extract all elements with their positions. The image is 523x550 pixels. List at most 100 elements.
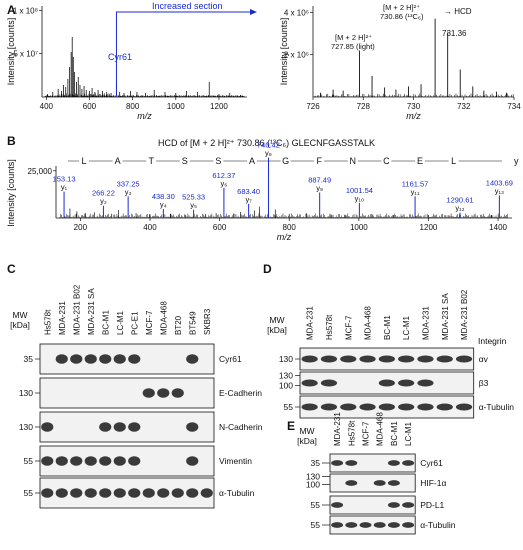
sequence-residue-bg xyxy=(112,155,123,166)
blot-band xyxy=(41,488,54,498)
lane-label: MDA-231 xyxy=(333,412,342,446)
sequence-residue-bg xyxy=(381,155,392,166)
blot-band xyxy=(345,522,358,528)
blot-band xyxy=(359,403,376,411)
blot-band xyxy=(99,354,112,364)
lane-label: BC-M1 xyxy=(383,315,392,340)
blot-row-label: β3 xyxy=(479,378,489,388)
blot-band xyxy=(55,488,68,498)
blot-band xyxy=(340,403,357,411)
x-axis-label: m/z xyxy=(277,232,292,242)
x-tick-label: 726 xyxy=(306,102,320,111)
blot-band xyxy=(436,355,453,363)
mw-label: MW xyxy=(299,426,314,436)
sequence-residue: S xyxy=(215,156,221,166)
sequence-residue-bg xyxy=(314,155,325,166)
blot-band xyxy=(402,460,415,466)
lane-label: MDA-231 xyxy=(58,301,67,335)
blot-band xyxy=(417,403,434,411)
lane-label: MDA-468 xyxy=(364,306,373,340)
blot-band xyxy=(359,355,376,363)
blot-band xyxy=(142,488,155,498)
y-ion-mz-label: 266.22 xyxy=(92,189,115,198)
y-ion-mz-label: 683.40 xyxy=(237,187,260,196)
blot-band xyxy=(157,388,170,398)
blot-band xyxy=(340,355,357,363)
spectrum-title: HCD of [M + 2 H]²⁺ 730.86 (¹³C₆) GLECNFG… xyxy=(158,138,375,148)
lane-label: BC-M1 xyxy=(390,421,399,446)
blot-band xyxy=(373,522,386,528)
y-ion-mz-label: 438.30 xyxy=(152,192,175,201)
blot-band xyxy=(186,354,199,364)
mw-marker-value: 100 xyxy=(306,480,320,490)
blot-band xyxy=(84,456,97,466)
sequence-residue: A xyxy=(115,156,121,166)
mw-marker-value: 130 xyxy=(279,371,293,381)
lane-label: SKBR3 xyxy=(203,308,212,335)
x-tick-label: 732 xyxy=(457,102,471,111)
y-ion-mz-label: 1290.61 xyxy=(446,196,473,205)
blot-band xyxy=(331,522,344,528)
y-axis-label: Intensity [counts] xyxy=(6,18,16,86)
blot-band xyxy=(417,379,434,387)
blot-band xyxy=(171,388,184,398)
x-tick-label: 1000 xyxy=(167,102,185,111)
mw-marker-value: 55 xyxy=(311,500,321,510)
y-tick-label: 25,000 xyxy=(28,167,53,176)
lane-label: MDA-231 B02 xyxy=(72,284,81,335)
sequence-residue-bg xyxy=(179,155,190,166)
blot-band xyxy=(128,456,141,466)
sequence-residue-bg xyxy=(213,155,224,166)
spectrum-noise xyxy=(314,93,514,97)
sequence-residue-bg xyxy=(280,155,291,166)
blot-band xyxy=(99,422,112,432)
lane-label: MDA-231 B02 xyxy=(460,289,469,340)
panel-label-e: E xyxy=(287,419,295,433)
blot-band xyxy=(84,354,97,364)
lane-label: MDA-468 xyxy=(159,301,168,335)
lane-label: MCF-7 xyxy=(362,421,371,446)
y-ion-name-label: y₉ xyxy=(316,184,323,193)
lane-label: LC-M1 xyxy=(404,421,413,446)
blot-band xyxy=(345,480,358,486)
sequence-residue: N xyxy=(350,156,357,166)
mw-marker-value: 130 xyxy=(306,471,320,481)
blot-band xyxy=(157,488,170,498)
blot-band xyxy=(373,480,386,486)
blot-band xyxy=(417,355,434,363)
blot-band xyxy=(387,480,400,486)
y-ion-name-label: y₁₃ xyxy=(495,186,504,195)
y-ion-name-label: y₁₁ xyxy=(411,187,420,196)
blot-band xyxy=(387,460,400,466)
blot-band xyxy=(186,422,199,432)
x-tick-label: 1000 xyxy=(350,223,368,232)
y-ion-name-label: y₅ xyxy=(190,201,197,210)
blot-band xyxy=(200,488,213,498)
chart-a-right: 726 728 730 732 734 2 x 10⁶ 4 x 10⁶ m/z Intensit… xyxy=(279,3,521,121)
blot-row-label: α-Tubulin xyxy=(420,520,456,530)
mw-marker-value: 35 xyxy=(311,458,321,468)
mw-label: MW xyxy=(12,310,27,320)
blot-strip xyxy=(329,473,416,493)
mw-marker-value: 35 xyxy=(24,354,34,364)
sequence-residue-bg xyxy=(79,155,89,166)
sequence-residue-bg xyxy=(347,155,358,166)
blot-band xyxy=(113,422,126,432)
sequence-residue-bg xyxy=(415,155,425,166)
blot-band xyxy=(41,456,54,466)
sequence-residue: L xyxy=(81,156,86,166)
blot-band xyxy=(455,355,473,363)
y-ion-name-label: y₂ xyxy=(100,197,107,206)
mw-marker-value: 55 xyxy=(24,456,34,466)
sequence-residue: A xyxy=(249,156,255,166)
y-ion-mz-label: 525.33 xyxy=(182,193,205,202)
blot-band xyxy=(186,488,199,498)
light-precursor-label: [M + 2 H]²⁺ xyxy=(335,33,372,42)
lane-label: MDA-231 SA xyxy=(87,288,96,335)
western-blot-e: MW[kDa] MDA-231 Hs578t MCF-7 MDA-468 BC-M1 LC-… xyxy=(297,412,456,535)
blot-band xyxy=(378,379,395,387)
blot-band xyxy=(320,379,338,387)
blot-band xyxy=(320,355,338,363)
mw-unit-label: [kDa] xyxy=(297,436,317,446)
panel-label-c: C xyxy=(7,262,16,276)
